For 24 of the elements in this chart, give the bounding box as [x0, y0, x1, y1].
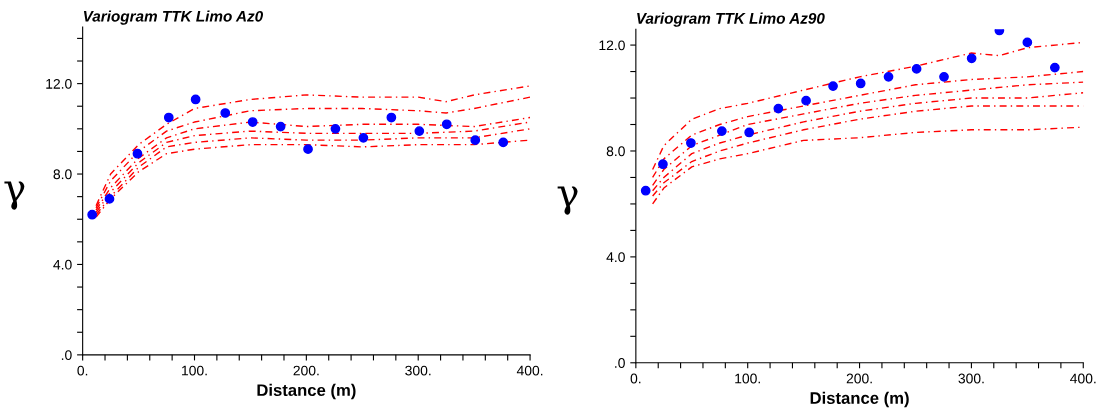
y-tick-label: 8.0: [606, 146, 625, 157]
x-tick-label: 0.: [630, 373, 641, 384]
x-tick-label: 400.: [1070, 373, 1096, 384]
x-tick-label: 100.: [182, 365, 207, 376]
y-tick-label: 12.0: [599, 40, 625, 51]
y-tick-label: 12.0: [46, 78, 72, 89]
x-tick-label: 300.: [958, 373, 984, 384]
x-tick-label: 400.: [516, 365, 543, 376]
x-axis-title: Distance (m): [257, 383, 356, 400]
y-tick-label: 4.0: [606, 252, 625, 263]
y-tick-label: .0: [61, 350, 72, 361]
chart-title: Variogram TTK Limo Az90: [637, 12, 825, 27]
y-tick-label: .0: [615, 358, 625, 368]
chart-title: Variogram TTK Limo Az0: [83, 10, 264, 25]
x-tick-label: 300.: [405, 365, 431, 376]
y-axis-title: γ: [4, 181, 25, 210]
y-tick-label: 4.0: [53, 259, 72, 270]
x-tick-label: 0.: [77, 365, 88, 376]
x-tick-label: 200.: [846, 373, 872, 384]
y-axis-title: γ: [557, 186, 578, 215]
y-tick-label: 8.0: [53, 169, 72, 180]
x-tick-label: 100.: [735, 373, 760, 384]
x-axis-title: Distance (m): [810, 391, 909, 408]
x-tick-label: 200.: [293, 365, 319, 376]
